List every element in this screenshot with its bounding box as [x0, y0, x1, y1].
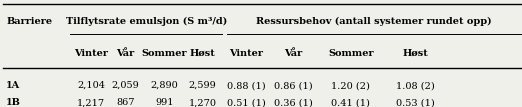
Text: 0.86 (1): 0.86 (1)	[274, 81, 313, 90]
Text: 1B: 1B	[6, 98, 21, 107]
Text: 1A: 1A	[6, 81, 20, 90]
Text: Høst: Høst	[402, 49, 428, 58]
Text: 0.88 (1): 0.88 (1)	[227, 81, 266, 90]
Text: 867: 867	[116, 98, 135, 107]
Text: 2,890: 2,890	[150, 81, 179, 90]
Text: 0.36 (1): 0.36 (1)	[274, 98, 313, 107]
Text: 991: 991	[155, 98, 174, 107]
Text: Tilflytsrate emulsjon (S m³/d): Tilflytsrate emulsjon (S m³/d)	[66, 17, 227, 26]
Text: 1.08 (2): 1.08 (2)	[396, 81, 434, 90]
Text: 2,104: 2,104	[77, 81, 105, 90]
Text: 0.53 (1): 0.53 (1)	[396, 98, 434, 107]
Text: Barriere: Barriere	[6, 17, 52, 26]
Text: 1,270: 1,270	[188, 98, 217, 107]
Text: Vår: Vår	[284, 49, 302, 58]
Text: Ressursbehov (antall systemer rundet opp): Ressursbehov (antall systemer rundet opp…	[256, 17, 492, 26]
Text: Sommer: Sommer	[141, 49, 187, 58]
Text: 1.20 (2): 1.20 (2)	[331, 81, 370, 90]
Text: Vår: Vår	[116, 49, 134, 58]
Text: 0.51 (1): 0.51 (1)	[227, 98, 266, 107]
Text: 2,059: 2,059	[111, 81, 139, 90]
Text: 0.41 (1): 0.41 (1)	[331, 98, 370, 107]
Text: 2,599: 2,599	[188, 81, 217, 90]
Text: Sommer: Sommer	[328, 49, 374, 58]
Text: Høst: Høst	[189, 49, 216, 58]
Text: Vinter: Vinter	[229, 49, 264, 58]
Text: 1,217: 1,217	[77, 98, 105, 107]
Text: Vinter: Vinter	[74, 49, 109, 58]
